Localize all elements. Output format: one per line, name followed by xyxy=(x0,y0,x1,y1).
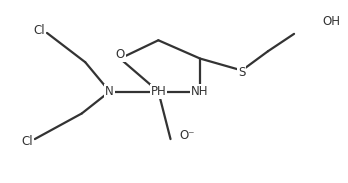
Text: O⁻: O⁻ xyxy=(179,129,195,142)
Text: PH: PH xyxy=(150,85,166,98)
Text: Cl: Cl xyxy=(34,24,45,37)
Text: O: O xyxy=(116,48,125,61)
Text: S: S xyxy=(238,66,246,79)
Text: N: N xyxy=(105,85,114,98)
Text: Cl: Cl xyxy=(22,135,33,148)
Text: OH: OH xyxy=(322,15,340,29)
Text: NH: NH xyxy=(191,85,209,98)
